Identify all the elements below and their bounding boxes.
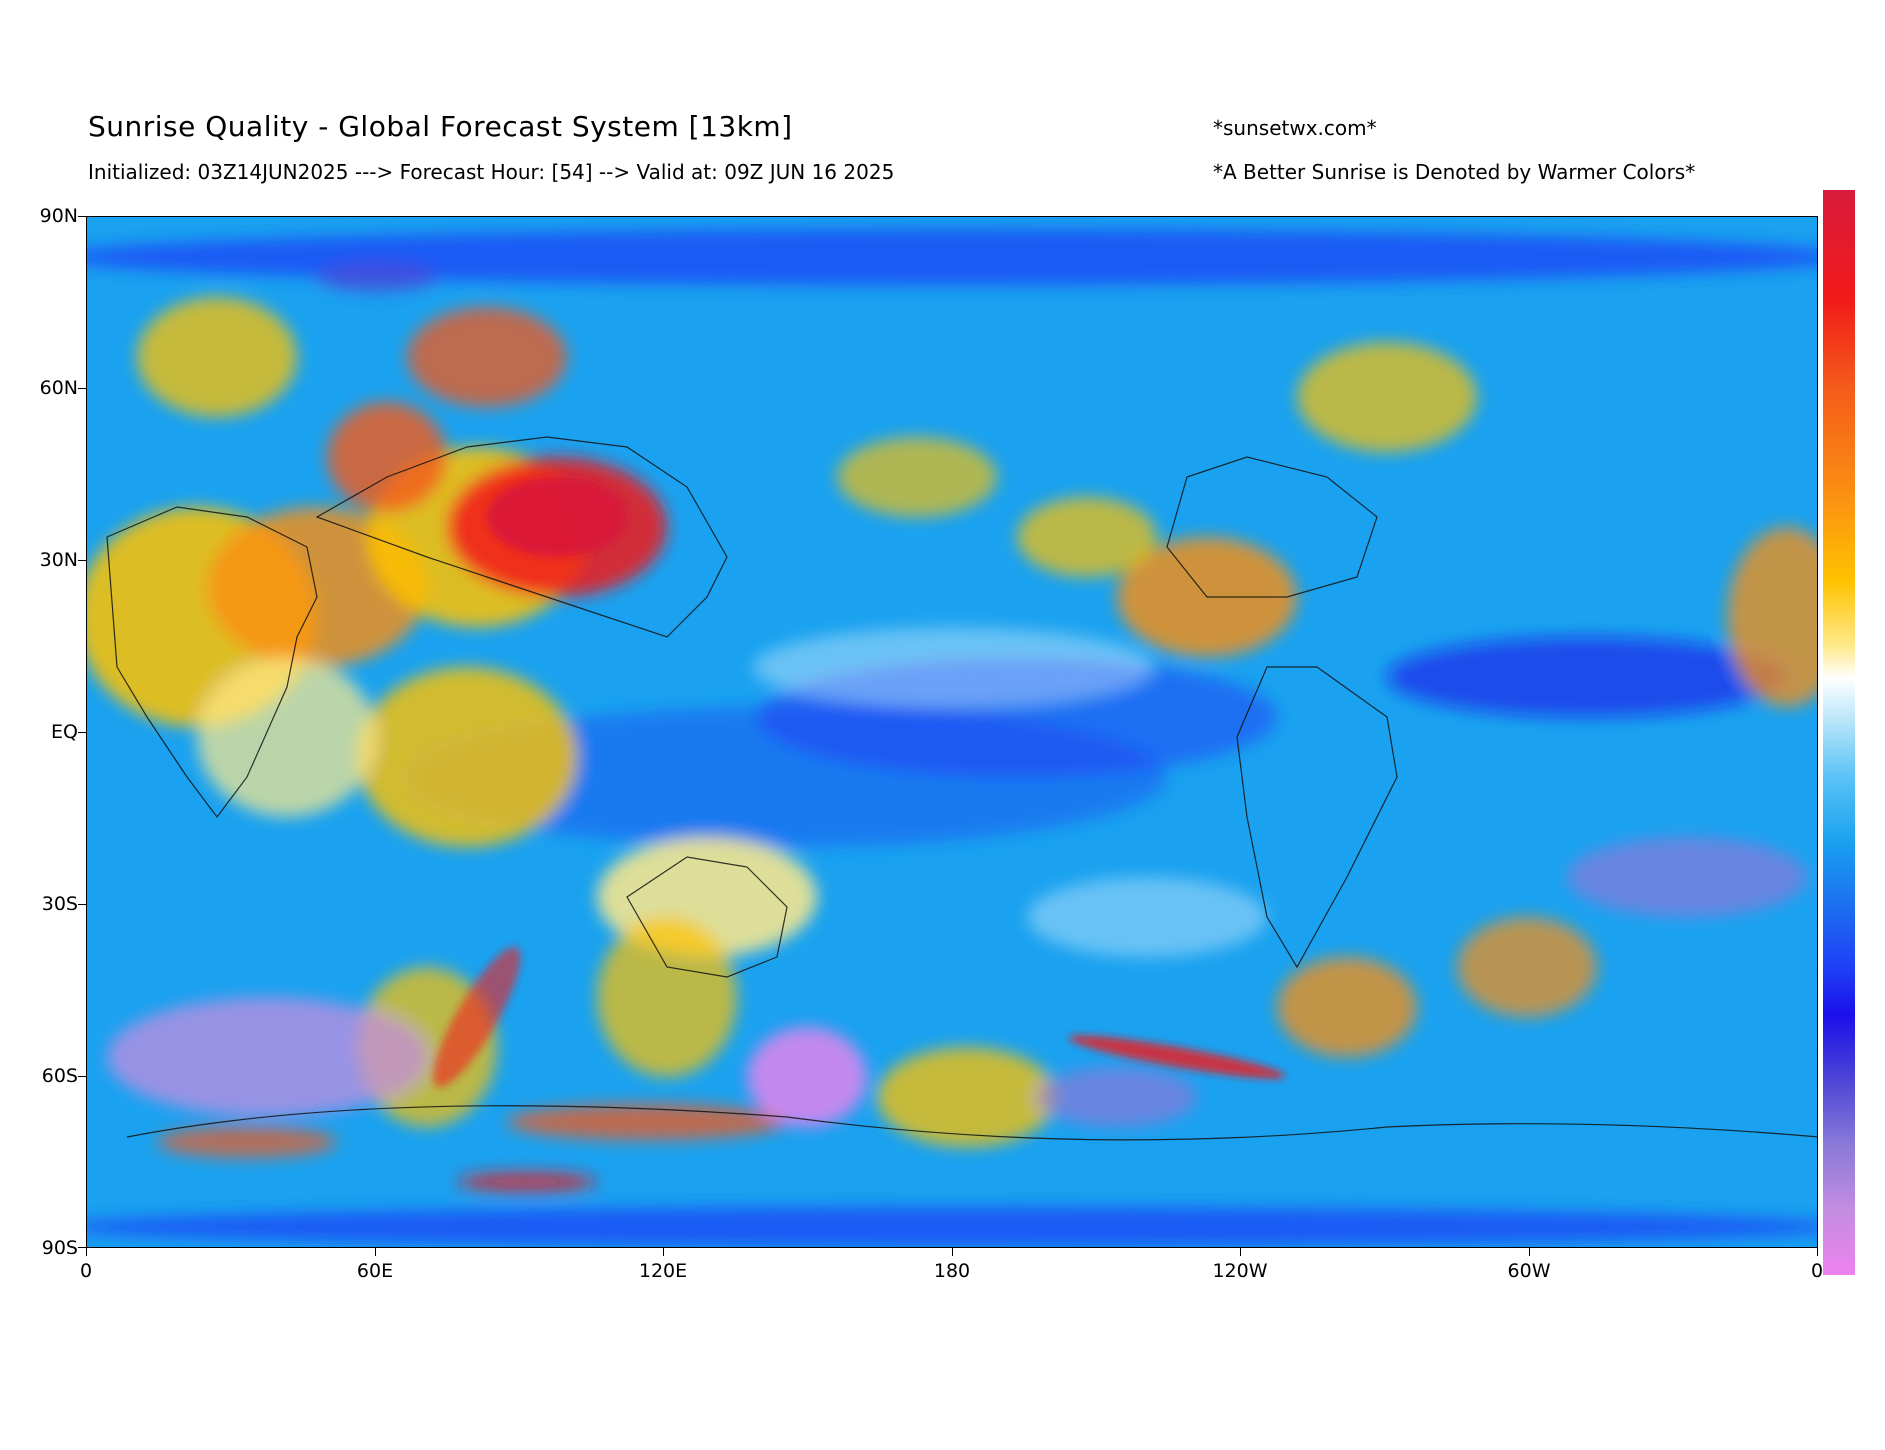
x-tickmark: [1817, 1248, 1818, 1256]
y-tick-30n: 30N: [39, 549, 78, 571]
x-tickmark: [375, 1248, 376, 1256]
y-tickmark: [78, 1247, 86, 1248]
y-tickmark: [78, 732, 86, 733]
field-blobs: [87, 229, 1817, 1247]
x-tickmark: [86, 1248, 87, 1256]
x-tick-0-end: 0: [1810, 1260, 1824, 1282]
y-tickmark: [78, 560, 86, 561]
y-tick-60s: 60S: [41, 1065, 78, 1087]
y-tickmark: [78, 216, 86, 217]
x-tickmark: [1240, 1248, 1241, 1256]
coastlines: [106, 436, 1817, 1141]
forecast-map: [86, 216, 1818, 1248]
map-svg: [87, 217, 1817, 1247]
y-tickmark: [78, 904, 86, 905]
x-tick-180: 180: [933, 1260, 971, 1282]
x-tick-60e: 60E: [356, 1260, 394, 1282]
y-tickmark: [78, 388, 86, 389]
field-details: [433, 477, 1286, 1087]
y-tick-90n: 90N: [39, 205, 78, 227]
y-tick-60n: 60N: [39, 377, 78, 399]
chart-subtitle: Initialized: 03Z14JUN2025 ---> Forecast …: [88, 160, 895, 184]
colorbar: [1823, 190, 1855, 1275]
x-tick-60w: 60W: [1507, 1260, 1551, 1282]
y-tick-30s: 30S: [41, 893, 78, 915]
x-tick-120e: 120E: [638, 1260, 688, 1282]
x-tick-0: 0: [79, 1260, 93, 1282]
x-tickmark: [663, 1248, 664, 1256]
x-tick-120w: 120W: [1212, 1260, 1268, 1282]
color-note: *A Better Sunrise is Denoted by Warmer C…: [1213, 160, 1696, 184]
x-tickmark: [1529, 1248, 1530, 1256]
y-tickmark: [78, 1076, 86, 1077]
site-credit: *sunsetwx.com*: [1213, 116, 1377, 140]
y-tick-90s: 90S: [41, 1237, 78, 1259]
x-tickmark: [952, 1248, 953, 1256]
y-tick-eq: EQ: [51, 721, 78, 743]
chart-title: Sunrise Quality - Global Forecast System…: [88, 110, 793, 143]
